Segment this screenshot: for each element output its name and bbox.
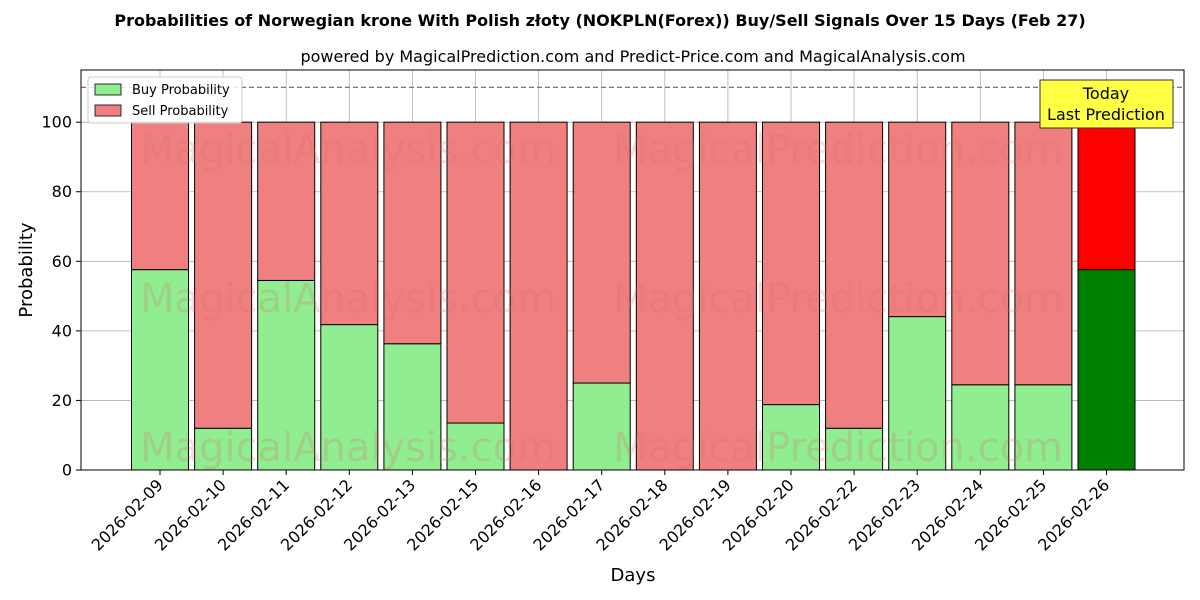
y-tick-label: 0 <box>62 461 72 480</box>
buy-bar <box>888 316 947 471</box>
sell-bar <box>320 121 379 326</box>
y-tick-label: 60 <box>52 252 72 271</box>
plot-frame <box>80 69 1185 471</box>
y-tick-label: 40 <box>52 321 72 340</box>
sell-bar <box>509 121 568 471</box>
legend: Buy Probability Sell Probability <box>87 76 243 124</box>
buy-bar <box>194 427 253 471</box>
sell-bar <box>383 121 442 345</box>
sell-bar <box>762 121 820 406</box>
sell-bar <box>888 121 947 318</box>
watermark-text: MagicalAnalysis.com <box>140 127 556 173</box>
watermark-text: MagicalAnalysis.com <box>140 276 556 322</box>
x-axis-ticks: 2026-02-092026-02-102026-02-112026-02-12… <box>88 470 1113 555</box>
sell-bar <box>698 121 757 471</box>
y-tick-label: 80 <box>52 182 72 201</box>
today-annotation: Today Last Prediction <box>1039 79 1174 129</box>
buy-bar <box>1077 269 1136 471</box>
sell-bar <box>572 121 631 384</box>
watermarks: MagicalAnalysis.com MagicalPrediction.com… <box>140 127 1063 471</box>
watermark-text: MagicalPrediction.com <box>613 127 1063 173</box>
annotation-line-2: Last Prediction <box>1047 105 1165 124</box>
annotation-box <box>1039 79 1174 129</box>
buy-bar <box>1014 384 1073 471</box>
sell-bar <box>825 121 884 429</box>
legend-sell-swatch <box>94 104 122 117</box>
sell-bar <box>635 121 694 471</box>
chart-title: Probabilities of Norwegian krone With Po… <box>114 11 1085 30</box>
sell-bar <box>446 121 505 424</box>
bars <box>131 121 1136 471</box>
buy-bar <box>951 384 1010 471</box>
legend-box <box>87 76 243 124</box>
y-tick-label: 20 <box>52 391 72 410</box>
watermark-text: MagicalPrediction.com <box>613 276 1063 322</box>
y-tick-label: 100 <box>41 113 72 132</box>
sell-bar <box>1077 121 1136 271</box>
buy-bar <box>572 382 631 471</box>
watermark-text: MagicalAnalysis.com <box>140 425 556 471</box>
legend-buy-swatch <box>94 83 122 96</box>
watermark-text: MagicalPrediction.com <box>613 425 1063 471</box>
y-axis-label: Probability <box>16 222 37 317</box>
annotation-line-1: Today <box>1082 84 1129 103</box>
sell-bar <box>131 121 189 271</box>
sell-bar <box>257 121 316 281</box>
legend-sell-label: Sell Probability <box>132 104 229 119</box>
sell-bar <box>951 121 1010 386</box>
x-axis-label: Days <box>611 565 656 586</box>
buy-bar <box>383 343 442 471</box>
buy-bar <box>257 279 316 471</box>
buy-bar <box>762 404 820 471</box>
y-axis-ticks: 0 20 40 60 80 100 <box>41 113 81 480</box>
chart-subtitle: powered by MagicalPrediction.com and Pre… <box>300 47 965 66</box>
buy-bar <box>320 324 379 471</box>
buy-bar <box>446 422 505 471</box>
legend-buy-label: Buy Probability <box>132 83 230 98</box>
